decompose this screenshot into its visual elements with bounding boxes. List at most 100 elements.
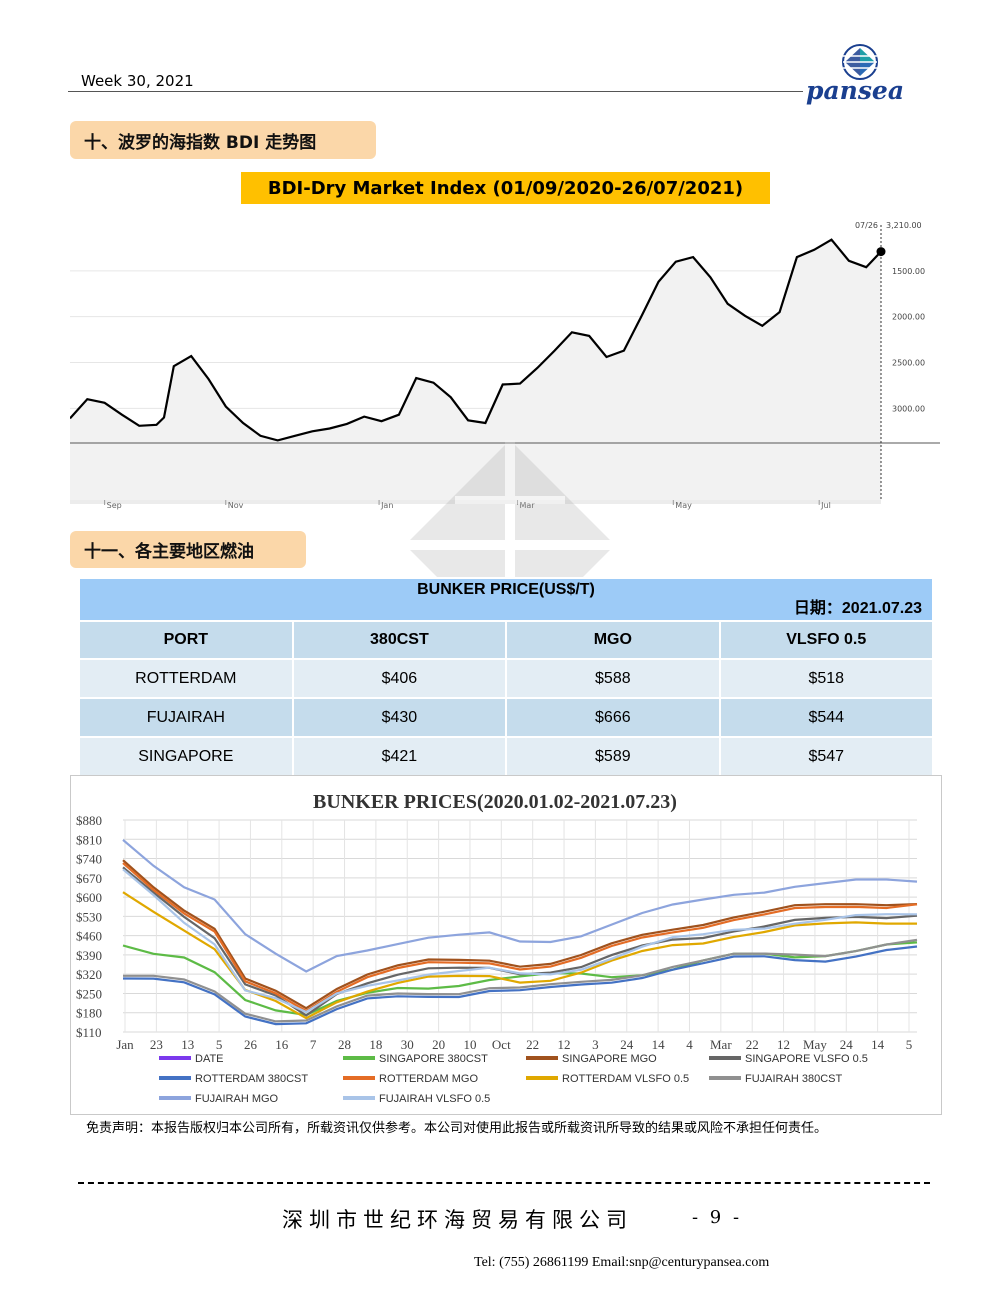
footer-divider: [78, 1182, 930, 1185]
bunker-y-tick-label: $180: [76, 1006, 102, 1021]
table-cell: SINGAPORE: [78, 736, 294, 777]
bunker-x-tick-label: 26: [244, 1037, 258, 1052]
bunker-x-tick-label: May: [803, 1037, 827, 1052]
bunker-x-tick-label: Jan: [116, 1037, 134, 1052]
table-row: ROTTERDAM $406 $588 $518: [78, 658, 935, 699]
bunker-x-tick-label: 16: [275, 1037, 289, 1052]
bunker-x-tick-label: Mar: [710, 1037, 732, 1052]
table-cell: $406: [291, 658, 508, 699]
table-cell: $666: [505, 697, 721, 738]
bunker-prices-chart: BUNKER PRICES(2020.01.02-2021.07.23) $88…: [70, 775, 942, 1115]
week-label: Week 30, 2021: [81, 72, 194, 90]
bunker-y-tick-label: $320: [76, 967, 102, 982]
bunker-y-tick-label: $670: [76, 871, 102, 886]
bdi-y-tick-label: 1500.00: [892, 267, 925, 276]
legend-label: SINGAPORE 380CST: [379, 1053, 488, 1065]
table-row: FUJAIRAH $430 $666 $544: [78, 697, 935, 738]
bdi-area: [70, 239, 881, 500]
bunker-series-line: [122, 868, 918, 1014]
bdi-x-tick-label: Mar: [520, 501, 536, 510]
bdi-current-value: 3,210.00: [886, 221, 922, 230]
bdi-chart-title: BDI-Dry Market Index (01/09/2020-26/07/2…: [241, 172, 770, 204]
bunker-x-tick-label: 24: [840, 1037, 854, 1052]
bdi-x-tick-label: Nov: [228, 501, 244, 510]
bunker-x-tick-label: 24: [620, 1037, 634, 1052]
bunker-y-tick-label: $880: [76, 813, 102, 828]
bunker-x-tick-label: 10: [463, 1037, 476, 1052]
logo-wordmark: pansea: [806, 76, 905, 105]
legend-label: SINGAPORE MGO: [562, 1053, 657, 1065]
legend-label: DATE: [195, 1053, 224, 1065]
bunker-x-tick-label: 13: [181, 1037, 194, 1052]
table-cell: FUJAIRAH: [78, 697, 294, 738]
pansea-logo: pansea: [800, 40, 930, 108]
legend-label: FUJAIRAH 380CST: [745, 1073, 842, 1085]
bunker-table-date: 日期：2021.07.23: [793, 600, 922, 617]
bunker-x-tick-label: 30: [401, 1037, 414, 1052]
bdi-y-tick-label: 2000.00: [892, 313, 925, 322]
col-header-380cst: 380CST: [291, 620, 508, 660]
bunker-y-tick-label: $600: [76, 890, 102, 905]
bunker-y-tick-label: $390: [76, 948, 102, 963]
bunker-y-tick-label: $110: [76, 1025, 102, 1040]
bunker-x-tick-label: 28: [338, 1037, 351, 1052]
bunker-x-tick-label: 5: [216, 1037, 223, 1052]
bdi-x-tick-label: Jan: [380, 501, 393, 510]
bdi-x-tick-label: May: [675, 501, 692, 510]
bunker-x-tick-label: 18: [369, 1037, 382, 1052]
company-name: 深圳市世纪环海贸易有限公司: [282, 1208, 633, 1232]
bdi-line: [70, 238, 882, 442]
legend-label: SINGAPORE VLSFO 0.5: [745, 1053, 868, 1065]
bunker-y-tick-label: $530: [76, 909, 102, 924]
bunker-series-line: [122, 839, 918, 973]
col-header-port: PORT: [78, 620, 294, 660]
bunker-y-tick-label: $250: [76, 986, 102, 1001]
bunker-chart-title: BUNKER PRICES(2020.01.02-2021.07.23): [313, 791, 677, 813]
legend-label: ROTTERDAM VLSFO 0.5: [562, 1073, 689, 1085]
table-cell: $589: [505, 736, 721, 777]
bunker-table-title: BUNKER PRICE(US$/T): [417, 581, 595, 598]
bdi-x-axis-bar: [70, 500, 881, 504]
bdi-chart: 07/26 3,210.00 3000.00 2500.00 2000.00 1500…: [70, 221, 940, 510]
bunker-x-tick-label: 14: [652, 1037, 666, 1052]
section-title-bunker: 十一、各主要地区燃油: [70, 531, 306, 568]
bunker-x-tick-label: 22: [526, 1037, 539, 1052]
bunker-series-line: [122, 941, 918, 1017]
bunker-y-tick-label: $460: [76, 929, 102, 944]
bunker-prices-svg: BUNKER PRICES(2020.01.02-2021.07.23) $88…: [76, 791, 918, 1105]
globe-icon: [842, 44, 878, 80]
bunker-x-tick-label: 20: [432, 1037, 445, 1052]
col-header-vlsfo: VLSFO 0.5: [718, 620, 935, 660]
bunker-x-tick-label: 3: [592, 1037, 599, 1052]
bunker-series-line: [122, 859, 918, 1010]
bunker-x-tick-label: 5: [906, 1037, 913, 1052]
table-cell: $588: [505, 658, 721, 699]
table-cell: ROTTERDAM: [78, 658, 294, 699]
table-cell: $547: [718, 736, 935, 777]
bunker-x-tick-label: Oct: [492, 1037, 511, 1052]
bunker-x-tick-label: 23: [150, 1037, 163, 1052]
section-title-bdi: 十、波罗的海指数 BDI 走势图: [70, 121, 376, 159]
bunker-price-table: BUNKER PRICE(US$/T) 日期：2021.07.23 PORT 3…: [78, 577, 935, 777]
bunker-series-line: [122, 945, 918, 1026]
bunker-x-tick-label: 14: [871, 1037, 885, 1052]
bunker-x-tick-label: 12: [558, 1037, 571, 1052]
bunker-x-tick-label: 4: [686, 1037, 693, 1052]
table-row: SINGAPORE $421 $589 $547: [78, 736, 935, 777]
bunker-x-tick-label: 7: [310, 1037, 317, 1052]
bunker-table-title-cell: BUNKER PRICE(US$/T) 日期：2021.07.23: [78, 577, 934, 622]
bdi-x-tick-label: Sep: [107, 501, 122, 510]
contact-info: Tel: (755) 26861199 Email:snp@centurypan…: [474, 1255, 770, 1270]
bdi-current-date: 07/26: [855, 221, 878, 230]
bdi-current-dot: [876, 247, 886, 257]
legend-label: FUJAIRAH VLSFO 0.5: [379, 1093, 490, 1105]
table-cell: $430: [291, 697, 508, 738]
bdi-y-tick-label: 3000.00: [892, 404, 925, 413]
bunker-series-line: [122, 862, 918, 1013]
bunker-y-tick-label: $810: [76, 832, 102, 847]
disclaimer-text: 免责声明：本报告版权归本公司所有，所载资讯仅供参考。本公司对使用此报告或所载资讯…: [86, 1121, 828, 1136]
table-header-row: PORT 380CST MGO VLSFO 0.5: [78, 620, 935, 660]
table-cell: $544: [718, 697, 935, 738]
bunker-x-tick-label: 22: [746, 1037, 759, 1052]
col-header-mgo: MGO: [505, 620, 721, 660]
